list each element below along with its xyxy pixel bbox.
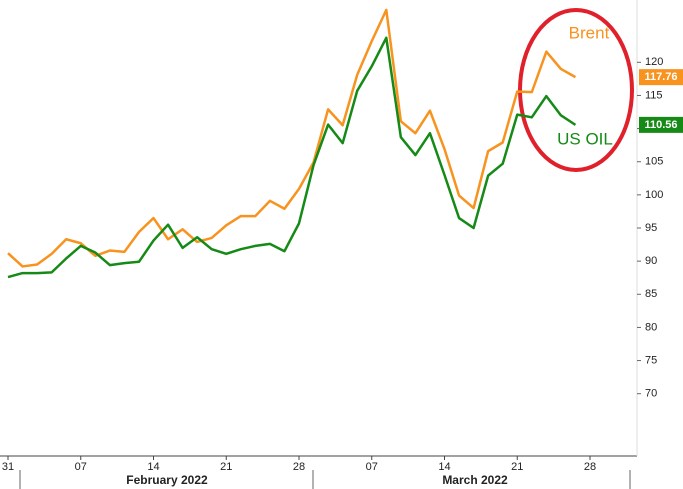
x-tick-label: 28 bbox=[293, 461, 305, 473]
series-line bbox=[7, 36, 577, 279]
series-line bbox=[7, 8, 577, 268]
x-tick-label: 07 bbox=[75, 461, 87, 473]
x-tick-label: 14 bbox=[147, 461, 159, 473]
x-tick-label: 28 bbox=[584, 461, 596, 473]
y-tick-label: 100 bbox=[645, 189, 663, 201]
last-value-label: 110.56 bbox=[644, 119, 677, 131]
x-tick-label: 07 bbox=[366, 461, 378, 473]
series-label: Brent bbox=[569, 23, 610, 42]
y-tick-label: 120 bbox=[645, 56, 663, 68]
y-tick-label: 90 bbox=[645, 255, 657, 267]
y-tick-label: 105 bbox=[645, 156, 663, 168]
x-tick-label: 31 bbox=[2, 461, 14, 473]
last-value-box bbox=[639, 69, 683, 86]
last-value-label: 117.76 bbox=[644, 71, 677, 83]
x-tick-label: 14 bbox=[438, 461, 450, 473]
month-label: March 2022 bbox=[442, 473, 508, 487]
y-tick-label: 85 bbox=[645, 288, 657, 300]
y-tick-label: 70 bbox=[645, 388, 657, 400]
month-label: February 2022 bbox=[126, 473, 208, 487]
x-tick-label: 21 bbox=[511, 461, 523, 473]
series-label: US OIL bbox=[557, 129, 613, 148]
y-tick-label: 95 bbox=[645, 222, 657, 234]
x-tick-label: 21 bbox=[220, 461, 232, 473]
y-tick-label: 75 bbox=[645, 354, 657, 366]
y-tick-label: 115 bbox=[645, 89, 663, 101]
y-tick-label: 80 bbox=[645, 321, 657, 333]
last-value-box bbox=[639, 116, 683, 133]
highlight-ellipse bbox=[518, 8, 634, 172]
